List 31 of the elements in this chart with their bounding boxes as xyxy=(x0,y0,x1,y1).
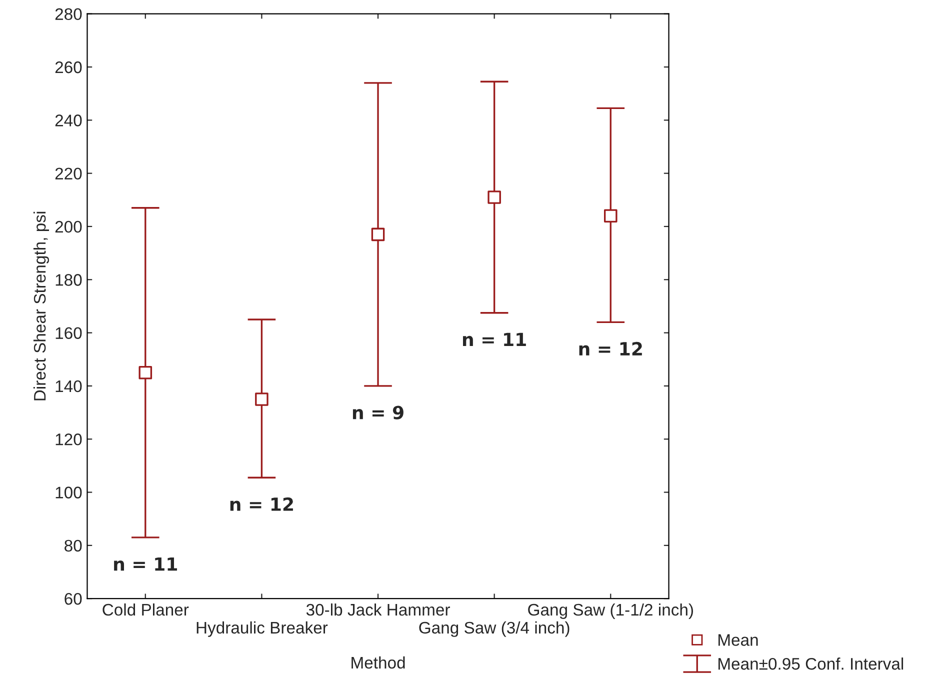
y-tick-label: 180 xyxy=(56,274,82,286)
y-tick-label: 80 xyxy=(64,540,82,552)
annotation: n = 12 xyxy=(230,497,293,511)
y-axis-title: Direct Shear Strength, psi xyxy=(33,212,50,400)
point xyxy=(371,228,385,242)
y-tick-label: 220 xyxy=(55,168,82,180)
point xyxy=(488,190,501,204)
y-tick-label: 100 xyxy=(56,486,82,498)
y-tick-label: 120 xyxy=(56,434,82,446)
annotation: n = 9 xyxy=(352,406,404,420)
y-tick-label: 240 xyxy=(55,114,82,126)
y-tick-label: 200 xyxy=(55,220,82,233)
y-tick-label: 260 xyxy=(55,61,82,74)
legend-label: Mean xyxy=(718,634,758,646)
annotation: n = 11 xyxy=(114,557,177,571)
y-tick-label: 60 xyxy=(64,592,82,605)
x-tick-label: Cold Planer xyxy=(102,603,189,616)
annotation: n = 11 xyxy=(463,332,526,346)
y-tick-label: 160 xyxy=(56,327,82,339)
point xyxy=(604,209,618,222)
x-axis-title: Method xyxy=(352,656,405,669)
x-tick-label: Gang Saw (1-1/2 inch) xyxy=(528,603,693,619)
x-tick-label: 30-lb Jack Hammer xyxy=(306,603,450,616)
y-tick-label: 280 xyxy=(55,8,82,20)
text: Mean±0.95 Conf. Interval xyxy=(718,658,904,670)
y-tick-label: 140 xyxy=(56,380,82,392)
annotation: n = 12 xyxy=(579,342,642,356)
point xyxy=(255,392,268,406)
x-tick-label: Hydraulic Breaker xyxy=(196,621,328,637)
x-tick-label: Gang Saw (3/4 inch) xyxy=(419,621,570,637)
point xyxy=(138,366,152,380)
